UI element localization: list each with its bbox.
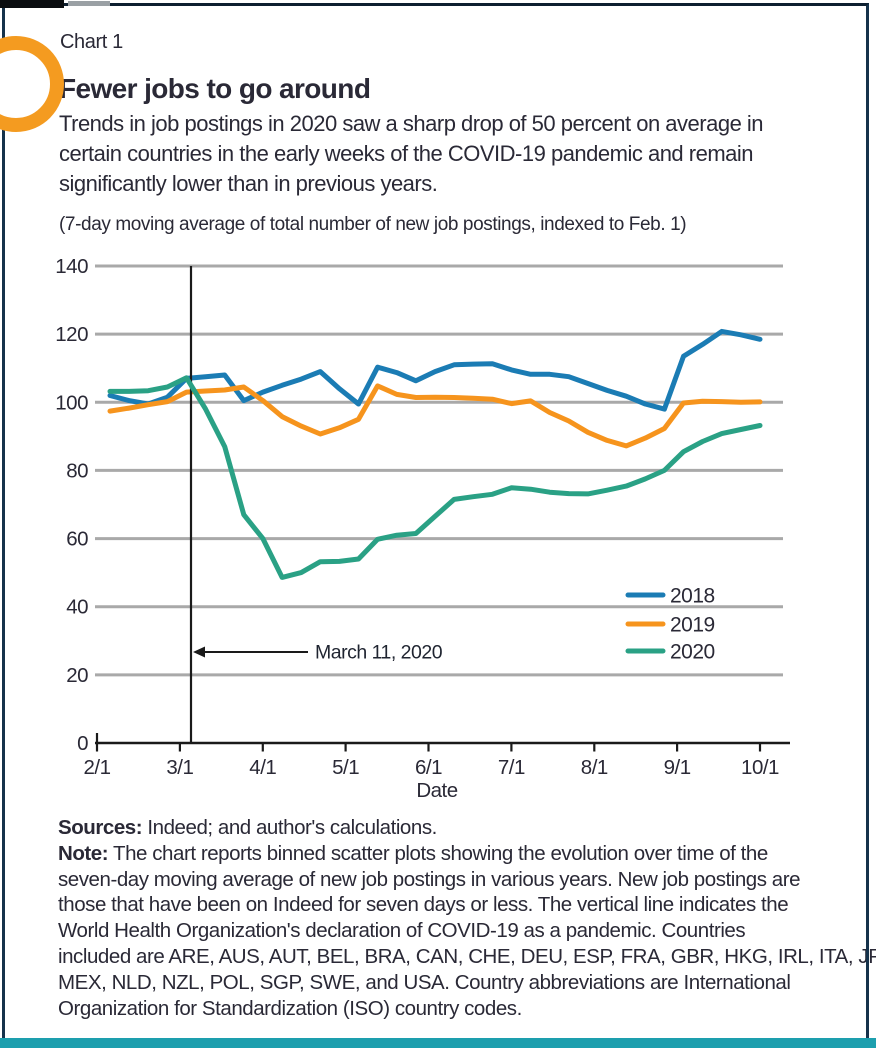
note-label: Note: [58,841,109,865]
x-tick-label: 3/1 [166,756,193,779]
annotation-arrow-head [193,646,205,658]
x-tick-label: 10/1 [741,756,779,779]
y-tick-label: 20 [66,664,88,687]
series-line-2018 [107,328,763,412]
note-line: Organization for Standardization (ISO) c… [58,996,522,1020]
subtitle-line: certain countries in the early weeks of … [59,141,754,166]
chart-number-label: Chart 1 [60,31,123,53]
y-tick-label: 60 [66,528,88,551]
sources-text: Indeed; and author's calculations. [147,816,437,839]
x-tick-label: 5/1 [332,756,359,779]
bottom-teal-bar [0,1038,876,1048]
scan-artifact-black [0,0,64,8]
line-chart: 0 20 40 60 80 100 120 140 2/1 3/1 4/1 5/1 6/1 7/1 8/1 9… [55,255,790,802]
series-line-2020 [107,375,763,580]
x-tick-label: 6/1 [415,756,442,779]
page-frame-border [2,3,869,1038]
legend-label-2020: 2020 [670,641,715,664]
y-tick-label: 100 [55,391,88,414]
note-text: The chart reports binned scatter plots s… [113,841,768,865]
y-tick-label: 40 [66,596,88,619]
chart-footnotes: Sources: Indeed; and author's calculatio… [58,815,876,1021]
note-line: World Health Organization's declaration … [58,919,746,943]
chart-title: Fewer jobs to go around [59,73,371,104]
note-line: those that have been on Indeed for seven… [58,893,789,917]
legend-label-2019: 2019 [670,614,715,637]
y-tick-label: 120 [55,323,88,346]
x-tick-label: 8/1 [581,756,608,779]
annotation-label: March 11, 2020 [315,642,443,664]
note-line: MEX, NLD, NZL, POL, SGP, SWE, and USA. C… [58,970,791,994]
y-tick-label: 0 [77,732,88,755]
series-line-2019 [107,383,763,449]
note-line: Note: The chart reports binned scatter p… [58,841,876,867]
x-tick-label: 9/1 [664,756,691,779]
x-tick-label: 7/1 [498,756,525,779]
chart-subtitle: Trends in job postings in 2020 saw a sha… [59,109,764,199]
note-line: included are ARE, AUS, AUT, BEL, BRA, CA… [58,944,876,968]
y-tick-label: 80 [66,459,88,482]
x-tick-label: 2/1 [84,756,111,779]
legend-label-2018: 2018 [670,585,715,608]
units-note: (7-day moving average of total number of… [59,214,687,235]
scan-artifact-gray [68,1,110,6]
x-axis-title: Date [416,779,457,802]
subtitle-line: significantly lower than in previous yea… [59,171,438,196]
sources-label: Sources: [58,816,143,839]
note-line: seven-day moving average of new job post… [58,867,801,891]
x-tick-label: 4/1 [249,756,276,779]
subtitle-line: Trends in job postings in 2020 saw a sha… [59,111,764,136]
sources-line: Sources: Indeed; and author's calculatio… [58,815,876,841]
y-tick-label: 140 [55,255,88,278]
